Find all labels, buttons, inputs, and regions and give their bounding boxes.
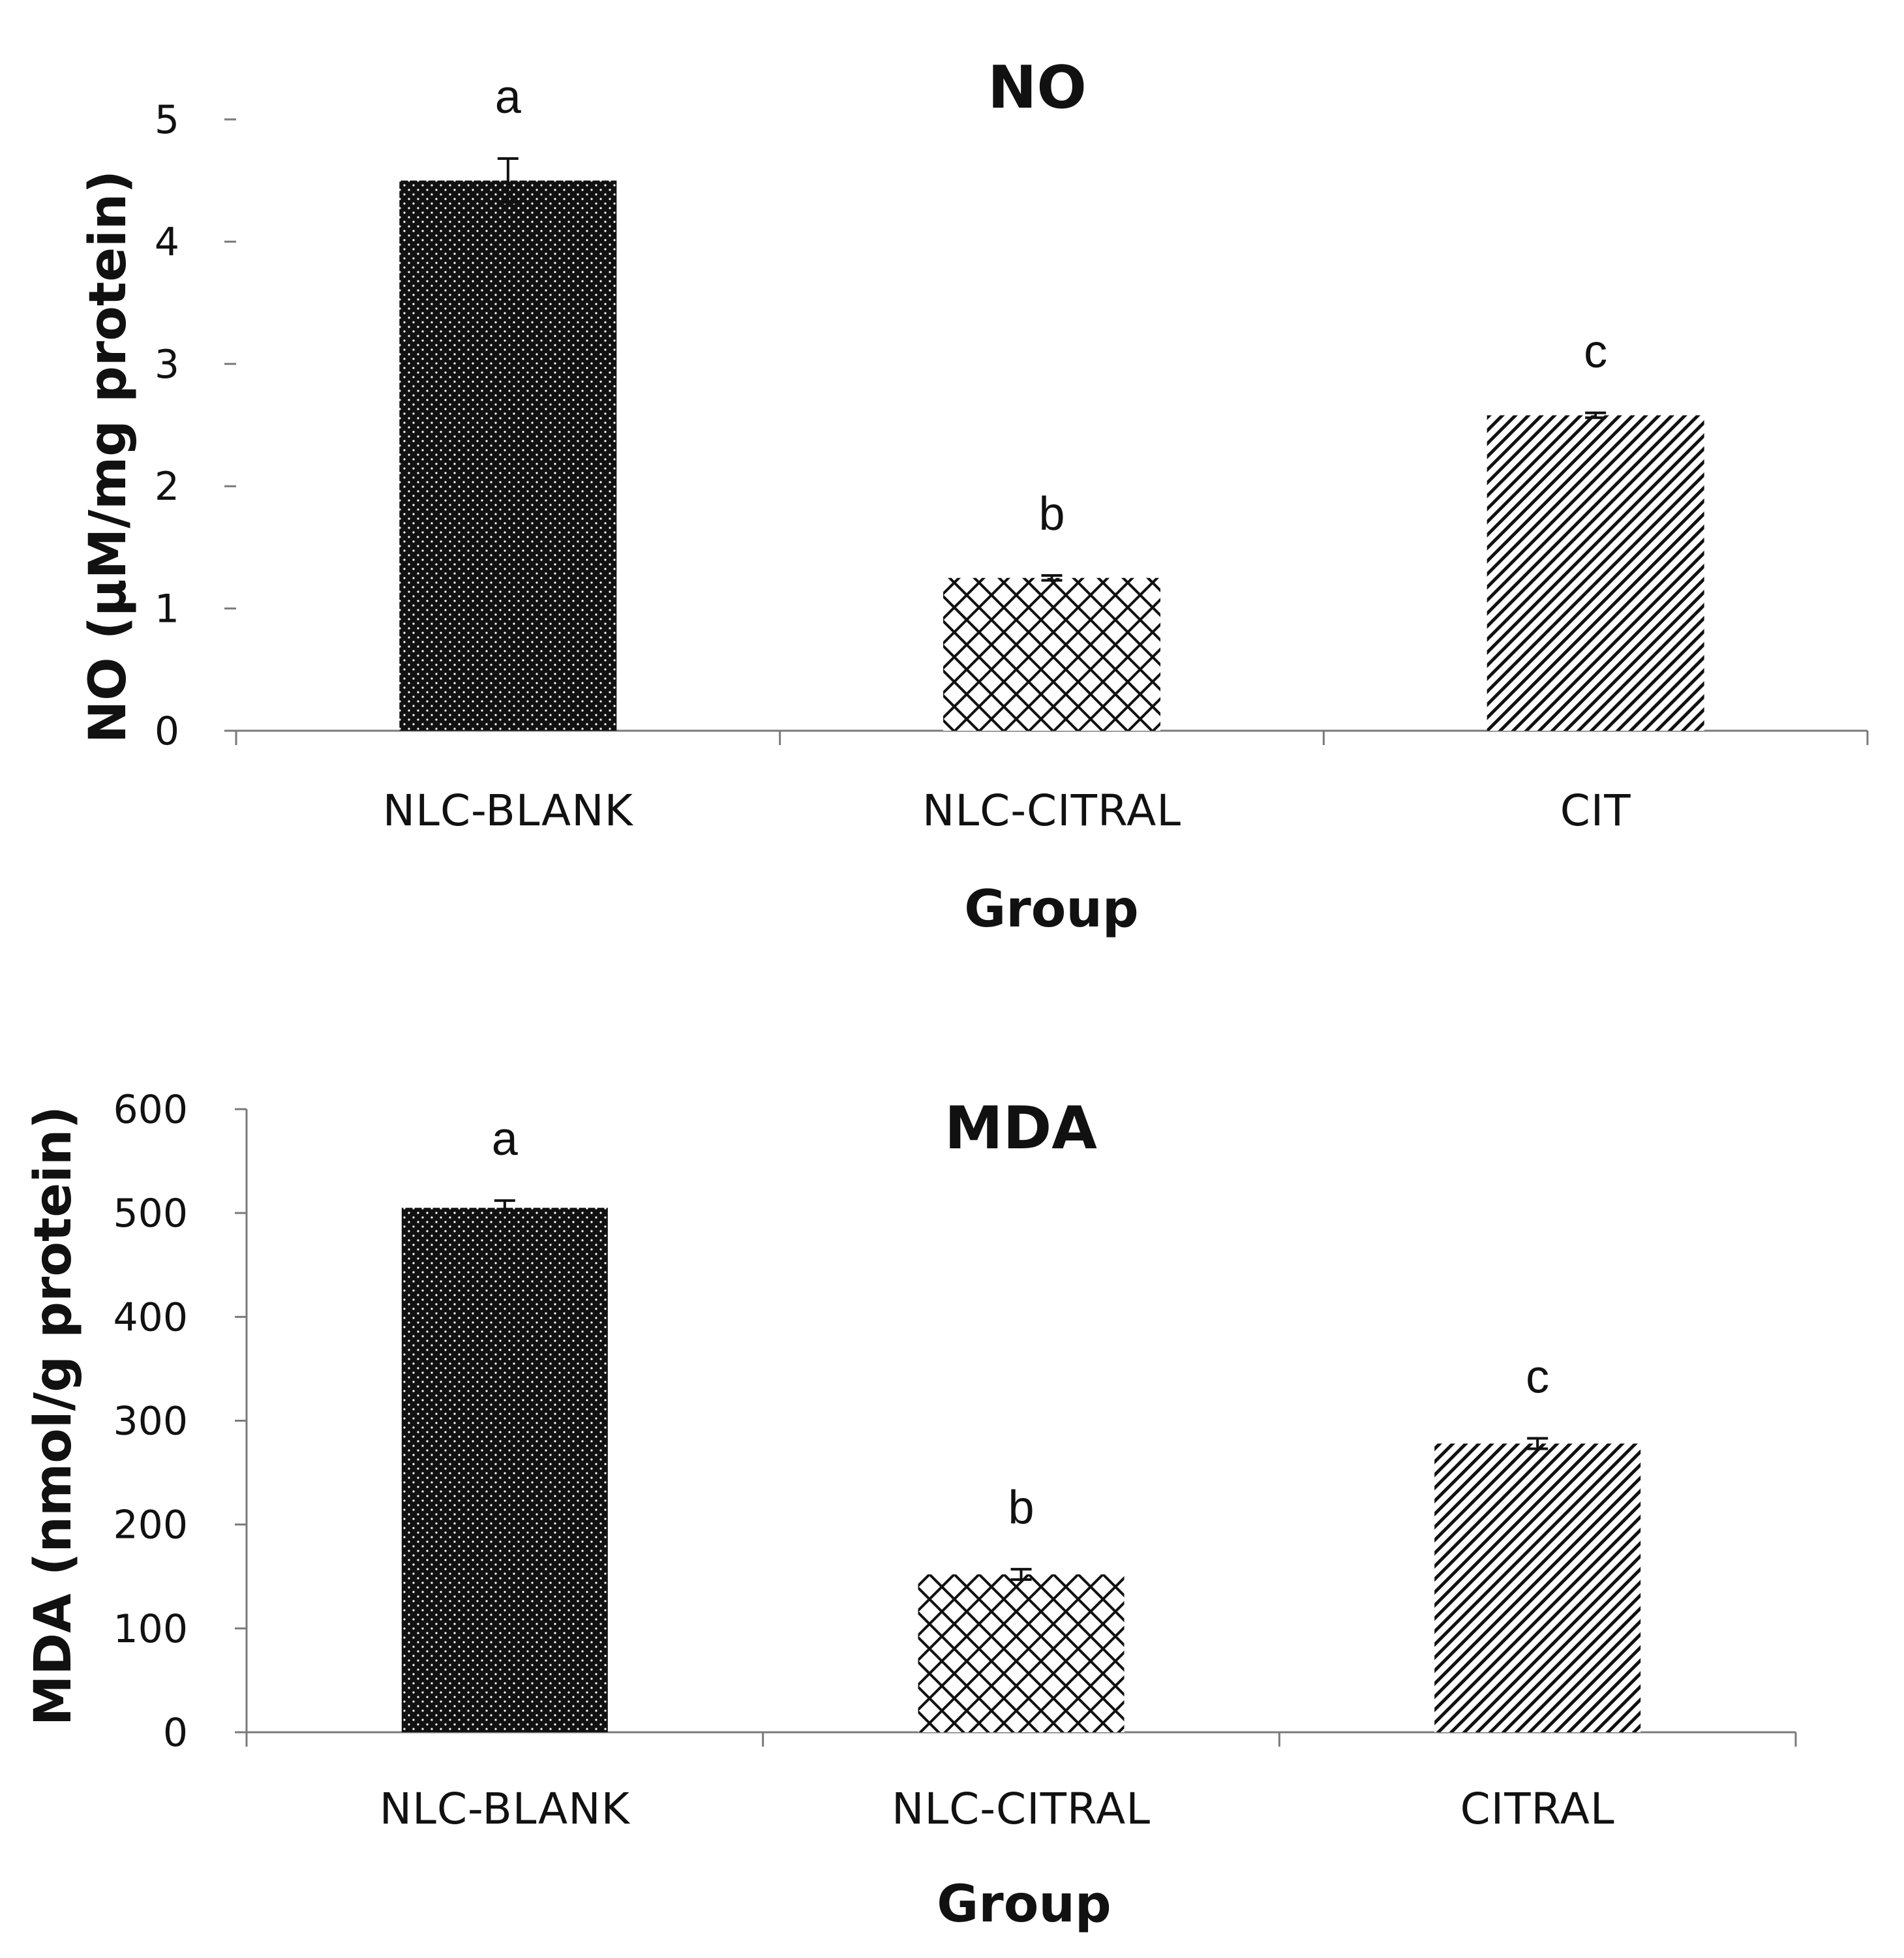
chart-no: NO NO (μM/mg protein) Group 0 1 2 3 4 5 a b c N…: [79, 54, 1869, 939]
no-significance-letter: c: [1584, 326, 1607, 378]
mda-category-label: CITRAL: [1460, 1784, 1615, 1834]
mda-error-bar: [1527, 1437, 1549, 1450]
chart-no-category-labels: NLC-BLANK NLC-CITRAL CIT: [383, 786, 1631, 836]
chart-no-error-bars: [497, 157, 1607, 582]
no-error-bar: [1041, 574, 1063, 582]
mda-significance-letter: a: [492, 1113, 519, 1165]
chart-mda-category-labels: NLC-BLANK NLC-CITRAL CITRAL: [380, 1784, 1615, 1834]
mda-category-label: NLC-BLANK: [380, 1784, 631, 1834]
chart-no-significance-letters: a b c: [495, 71, 1607, 540]
chart-no-y-axis: 0 1 2 3 4 5: [155, 97, 236, 754]
mda-y-tick-label: 500: [113, 1191, 188, 1236]
mda-y-tick-label: 100: [113, 1606, 188, 1652]
no-bar-nlc-blank: [399, 180, 617, 731]
no-error-bar: [497, 157, 519, 204]
mda-error-bar: [1010, 1568, 1032, 1582]
chart-mda-y-axis: 0 100 200 300 400 500 600: [113, 1087, 248, 1756]
chart-mda-error-bars: [494, 1199, 1549, 1582]
chart-no-bars: [399, 180, 1704, 731]
no-y-tick-label: 0: [155, 709, 179, 754]
no-bar-nlc-citral: [943, 577, 1160, 731]
mda-y-tick-label: 200: [113, 1503, 188, 1548]
chart-no-x-axis-label: Group: [964, 880, 1138, 939]
chart-mda-x-axis-label: Group: [937, 1875, 1111, 1934]
no-bar-cit: [1487, 415, 1704, 731]
mda-category-label: NLC-CITRAL: [892, 1784, 1151, 1834]
mda-y-tick-label: 0: [163, 1710, 188, 1756]
mda-significance-letter: b: [1008, 1482, 1034, 1534]
mda-significance-letter: c: [1526, 1351, 1549, 1403]
chart-mda-y-axis-label: MDA (nmol/g protein): [24, 1106, 83, 1726]
chart-mda-significance-letters: a b c: [492, 1113, 1549, 1534]
chart-mda-x-axis: [245, 1731, 1797, 1747]
no-y-tick-label: 3: [155, 342, 179, 388]
no-y-tick-label: 5: [155, 97, 179, 143]
no-y-tick-label: 2: [155, 464, 179, 510]
no-error-bar: [1585, 411, 1607, 420]
chart-no-x-axis: [235, 729, 1869, 745]
chart-mda-title: MDA: [944, 1094, 1097, 1163]
no-y-tick-label: 4: [155, 219, 179, 265]
chart-mda-bars: [401, 1208, 1641, 1732]
mda-error-bar: [494, 1199, 515, 1217]
mda-bar-citral: [1434, 1443, 1641, 1732]
no-y-tick-label: 1: [155, 587, 179, 632]
no-category-label: NLC-CITRAL: [922, 786, 1181, 836]
mda-bar-nlc-blank: [401, 1208, 608, 1732]
no-category-label: CIT: [1560, 786, 1631, 836]
mda-y-tick-label: 600: [113, 1087, 188, 1133]
mda-y-tick-label: 300: [113, 1399, 188, 1445]
no-significance-letter: b: [1038, 488, 1065, 540]
no-category-label: NLC-BLANK: [383, 786, 634, 836]
mda-y-tick-label: 400: [113, 1294, 188, 1340]
no-significance-letter: a: [495, 71, 522, 123]
mda-bar-nlc-citral: [918, 1574, 1125, 1732]
chart-no-title: NO: [988, 54, 1087, 122]
chart-no-y-axis-label: NO (μM/mg protein): [79, 170, 138, 743]
chart-mda: MDA MDA (nmol/g protein) Group 0 100 200 30…: [24, 1087, 1797, 1934]
